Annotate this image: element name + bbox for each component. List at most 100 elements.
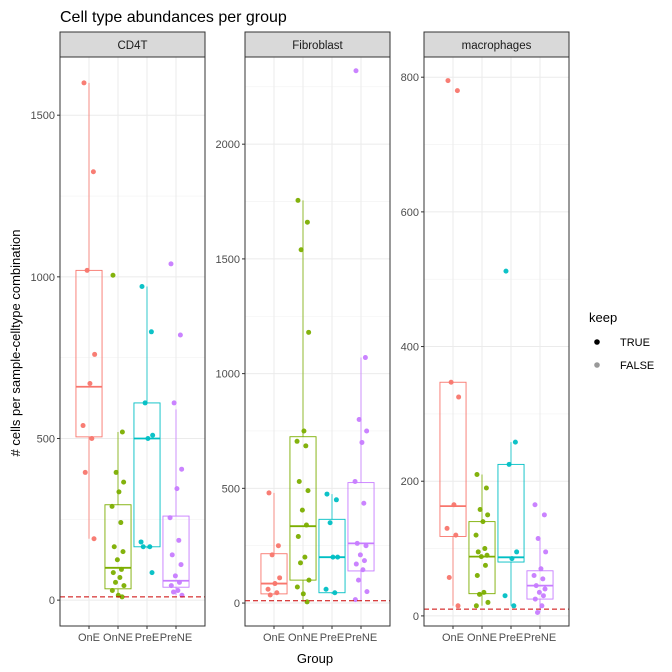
- data-point: [355, 577, 361, 583]
- data-point: [169, 552, 175, 558]
- data-point: [149, 570, 155, 576]
- data-point: [473, 603, 479, 609]
- data-point: [540, 576, 546, 582]
- panel-background: [245, 57, 390, 626]
- y-tick-label: 0: [49, 595, 55, 607]
- data-point: [303, 522, 309, 528]
- y-tick-label: 0: [234, 598, 240, 610]
- data-point: [150, 432, 156, 438]
- facet-strip-label: macrophages: [462, 40, 532, 52]
- x-tick-label: PreE: [499, 632, 523, 644]
- data-point: [454, 88, 460, 94]
- data-point: [353, 561, 359, 567]
- data-point: [456, 394, 462, 400]
- data-point: [277, 575, 283, 581]
- data-point: [482, 546, 488, 552]
- y-tick-label: 1000: [216, 369, 240, 381]
- data-point: [112, 579, 118, 585]
- panel-background: [424, 57, 569, 626]
- data-point: [272, 581, 278, 587]
- data-point: [294, 584, 300, 590]
- box-prene: [162, 515, 190, 588]
- data-point: [335, 554, 341, 560]
- data-point: [174, 486, 180, 492]
- data-point: [138, 539, 144, 545]
- data-point: [506, 461, 512, 467]
- data-point: [298, 247, 304, 253]
- facet-strip: [59, 31, 206, 58]
- data-point: [446, 575, 452, 581]
- box-onne: [104, 504, 132, 590]
- data-point: [542, 586, 548, 592]
- data-point: [482, 562, 488, 568]
- data-point: [306, 577, 312, 583]
- data-point: [117, 575, 123, 581]
- data-point: [179, 466, 185, 472]
- data-point: [330, 554, 336, 560]
- data-point: [476, 591, 482, 597]
- data-point: [354, 540, 360, 546]
- data-point: [80, 423, 86, 429]
- data-point: [121, 479, 127, 485]
- data-point: [485, 512, 491, 518]
- data-point: [453, 532, 459, 538]
- x-tick-label: OnNE: [467, 632, 497, 644]
- data-point: [118, 520, 124, 526]
- data-point: [305, 488, 311, 494]
- data-point: [539, 603, 545, 609]
- data-point: [304, 219, 310, 225]
- data-point: [451, 502, 457, 508]
- data-point: [306, 329, 312, 335]
- legend-key-false: [594, 362, 600, 368]
- x-tick-label: OnE: [78, 632, 100, 644]
- legend-label-false: FALSE: [620, 360, 654, 372]
- data-point: [82, 469, 88, 475]
- data-point: [363, 543, 369, 549]
- data-point: [301, 428, 307, 434]
- x-tick-label: OnNE: [103, 632, 133, 644]
- data-point: [265, 586, 271, 592]
- data-point: [274, 590, 280, 596]
- data-point: [480, 519, 486, 525]
- data-point: [512, 439, 518, 445]
- data-point: [294, 438, 300, 444]
- y-tick-label: 500: [222, 483, 240, 495]
- y-tick-label: 2000: [216, 139, 240, 151]
- x-axis-title: Group: [297, 651, 333, 666]
- y-tick-label: 600: [401, 207, 419, 219]
- data-point: [445, 78, 451, 84]
- data-point: [327, 520, 333, 526]
- data-point: [111, 544, 117, 550]
- data-point: [147, 544, 153, 550]
- data-point: [356, 417, 362, 423]
- data-point: [360, 567, 366, 573]
- x-tick-label: OnNE: [288, 632, 318, 644]
- data-point: [116, 489, 122, 495]
- data-point: [477, 507, 483, 513]
- data-point: [139, 284, 145, 290]
- data-point: [304, 599, 310, 605]
- data-point: [455, 603, 461, 609]
- data-point: [502, 593, 508, 599]
- data-point: [177, 332, 183, 338]
- data-point: [352, 597, 358, 603]
- x-tick-label: PreNE: [160, 632, 192, 644]
- facet-panel-cd4t: CD4T 0 500 1000 1500 OnE OnNE PreE PreNE: [31, 31, 206, 644]
- data-point: [110, 272, 116, 278]
- data-point: [359, 439, 365, 445]
- data-point: [475, 549, 481, 555]
- data-point: [109, 587, 115, 593]
- legend: keep TRUE FALSE: [589, 310, 654, 372]
- data-point: [140, 544, 146, 550]
- data-point: [483, 485, 489, 491]
- data-point: [302, 554, 308, 560]
- data-point: [332, 590, 338, 596]
- y-axis-title: # cells per sample-celltype combination: [8, 230, 23, 457]
- data-point: [121, 583, 127, 589]
- data-point: [109, 503, 115, 509]
- data-point: [444, 525, 450, 531]
- x-tick-label: PreNE: [345, 632, 377, 644]
- data-point: [168, 583, 174, 589]
- legend-title: keep: [589, 310, 617, 325]
- y-tick-label: 500: [37, 433, 55, 445]
